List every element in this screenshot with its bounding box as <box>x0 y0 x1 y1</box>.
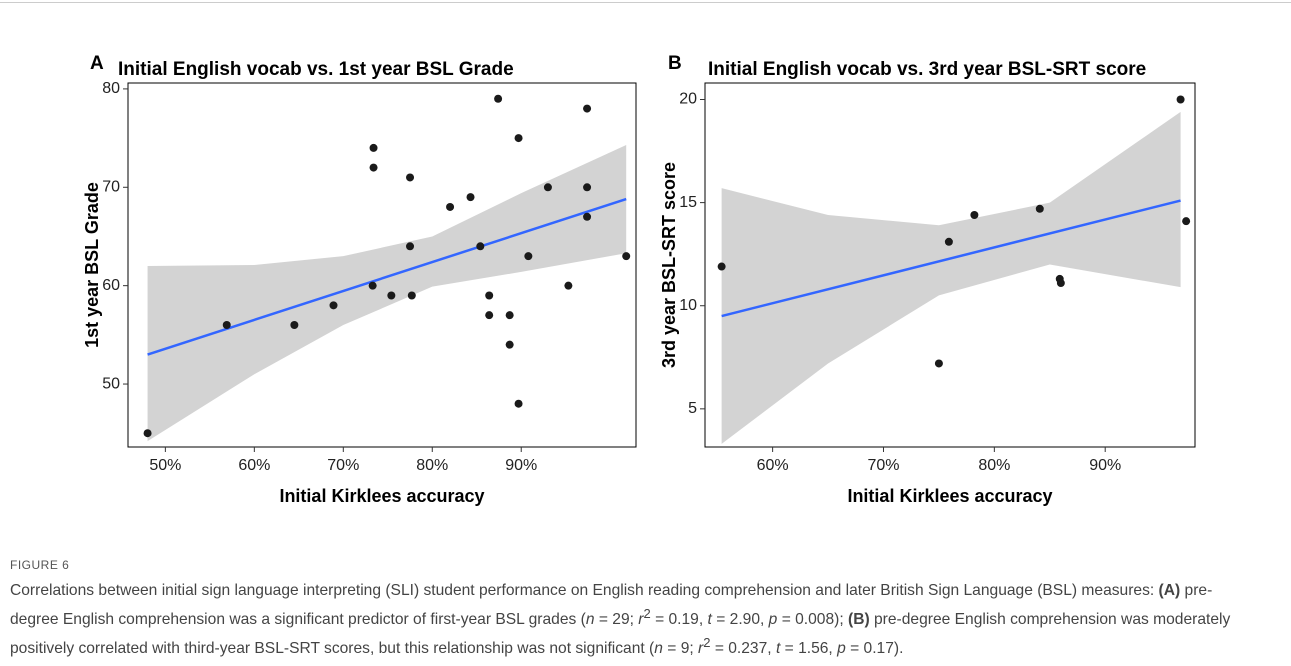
plot-frame <box>127 82 637 448</box>
caption-text: = 2.90, <box>711 611 769 629</box>
x-tick-label: 60% <box>757 457 789 474</box>
y-tick-label: 80 <box>102 80 120 97</box>
caption-italic: p <box>768 611 778 629</box>
caption-italic: t <box>775 640 781 658</box>
data-point <box>970 210 979 219</box>
caption-text: = 1.56, <box>780 640 838 658</box>
data-point <box>583 183 592 192</box>
x-tick-label: 90% <box>505 457 537 474</box>
chart-title: Initial English vocab vs. 1st year BSL G… <box>118 59 514 80</box>
caption-italic: t <box>707 611 712 629</box>
data-point <box>485 291 494 300</box>
data-point <box>387 291 396 300</box>
charts: 50% 60% 70% 80% 90% 50 60 70 80 A Initial English … <box>82 53 1196 506</box>
y-tick-label: 70 <box>102 178 120 195</box>
y-tick-label: 5 <box>688 400 697 417</box>
caption-bold: (A) <box>1158 582 1181 599</box>
y-axis-title: 1st year BSL Grade <box>82 182 102 348</box>
x-tick-label: 60% <box>238 457 270 474</box>
data-point <box>944 237 953 246</box>
chart-title: Initial English vocab vs. 3rd year BSL-S… <box>708 59 1146 80</box>
data-point <box>369 143 378 152</box>
data-point <box>368 281 377 290</box>
data-point <box>446 202 455 211</box>
plot-frame <box>704 82 1196 448</box>
x-axis-title: Initial Kirklees accuracy <box>279 486 484 506</box>
data-point <box>485 311 494 320</box>
confidence-band <box>721 111 1181 444</box>
caption-text: pre-degree English comprehension was a s… <box>10 582 1213 629</box>
data-point <box>934 359 943 368</box>
data-point <box>505 311 514 320</box>
data-point <box>290 321 299 330</box>
x-tick-label: 70% <box>327 457 359 474</box>
data-point <box>407 291 416 300</box>
caption-text: Correlations between initial sign langua… <box>10 582 1159 599</box>
data-point <box>583 212 592 221</box>
data-point <box>476 242 485 251</box>
caption-italic: n <box>654 640 663 658</box>
y-tick-label: 60 <box>102 277 120 294</box>
x-tick-label: 80% <box>416 457 448 474</box>
panel-label: B <box>668 53 682 74</box>
data-point <box>717 262 726 271</box>
data-point <box>406 242 415 251</box>
x-tick-label: 90% <box>1089 457 1121 474</box>
x-tick-label: 80% <box>978 457 1010 474</box>
top-rule <box>0 2 1291 3</box>
caption: Correlations between initial sign langua… <box>10 579 1260 660</box>
data-point <box>143 429 152 438</box>
caption-text: = 0.008); <box>777 611 849 629</box>
caption-bold: (B) <box>848 611 870 629</box>
x-tick-label: 70% <box>867 457 899 474</box>
caption-italic: r <box>698 640 704 658</box>
data-point <box>329 301 338 310</box>
confidence-band <box>147 144 627 442</box>
data-point <box>583 104 592 113</box>
y-tick-label: 50 <box>102 375 120 392</box>
data-point <box>494 94 503 103</box>
caption-italic: n <box>585 611 595 629</box>
figure-label: FIGURE 6 <box>10 558 70 572</box>
data-point <box>622 252 631 261</box>
caption-text: pre-degree English comprehension was mod… <box>10 611 1231 658</box>
caption-text: = 29; <box>594 611 639 629</box>
caption-italic: r <box>638 611 644 629</box>
data-point <box>1176 95 1185 104</box>
y-tick-label: 15 <box>679 194 697 211</box>
data-point <box>406 173 415 182</box>
caption-italic: p <box>837 640 846 658</box>
x-tick-label: 50% <box>149 457 181 474</box>
x-axis-title: Initial Kirklees accuracy <box>847 486 1052 506</box>
caption-text: = 9; <box>662 640 699 658</box>
caption-text: = 0.237, <box>710 640 776 658</box>
data-point <box>564 281 573 290</box>
caption-sup: 2 <box>643 606 651 621</box>
data-point <box>1182 217 1191 226</box>
data-point <box>1035 204 1044 213</box>
data-point <box>222 321 231 330</box>
caption-sup: 2 <box>703 635 711 651</box>
data-point <box>514 134 523 143</box>
panel-label: A <box>90 53 104 74</box>
data-point <box>543 183 552 192</box>
data-point <box>369 163 378 172</box>
data-point <box>1056 279 1065 288</box>
data-point <box>524 252 533 261</box>
caption-text: = 0.19, <box>650 611 708 629</box>
data-point <box>514 399 523 408</box>
y-axis-title: 3rd year BSL-SRT score <box>659 162 679 368</box>
data-point <box>466 193 475 202</box>
caption-text: = 0.17). <box>845 640 904 658</box>
y-tick-label: 20 <box>679 91 697 108</box>
fit-line <box>721 199 1181 318</box>
data-point <box>505 340 514 349</box>
y-tick-label: 10 <box>679 297 697 314</box>
